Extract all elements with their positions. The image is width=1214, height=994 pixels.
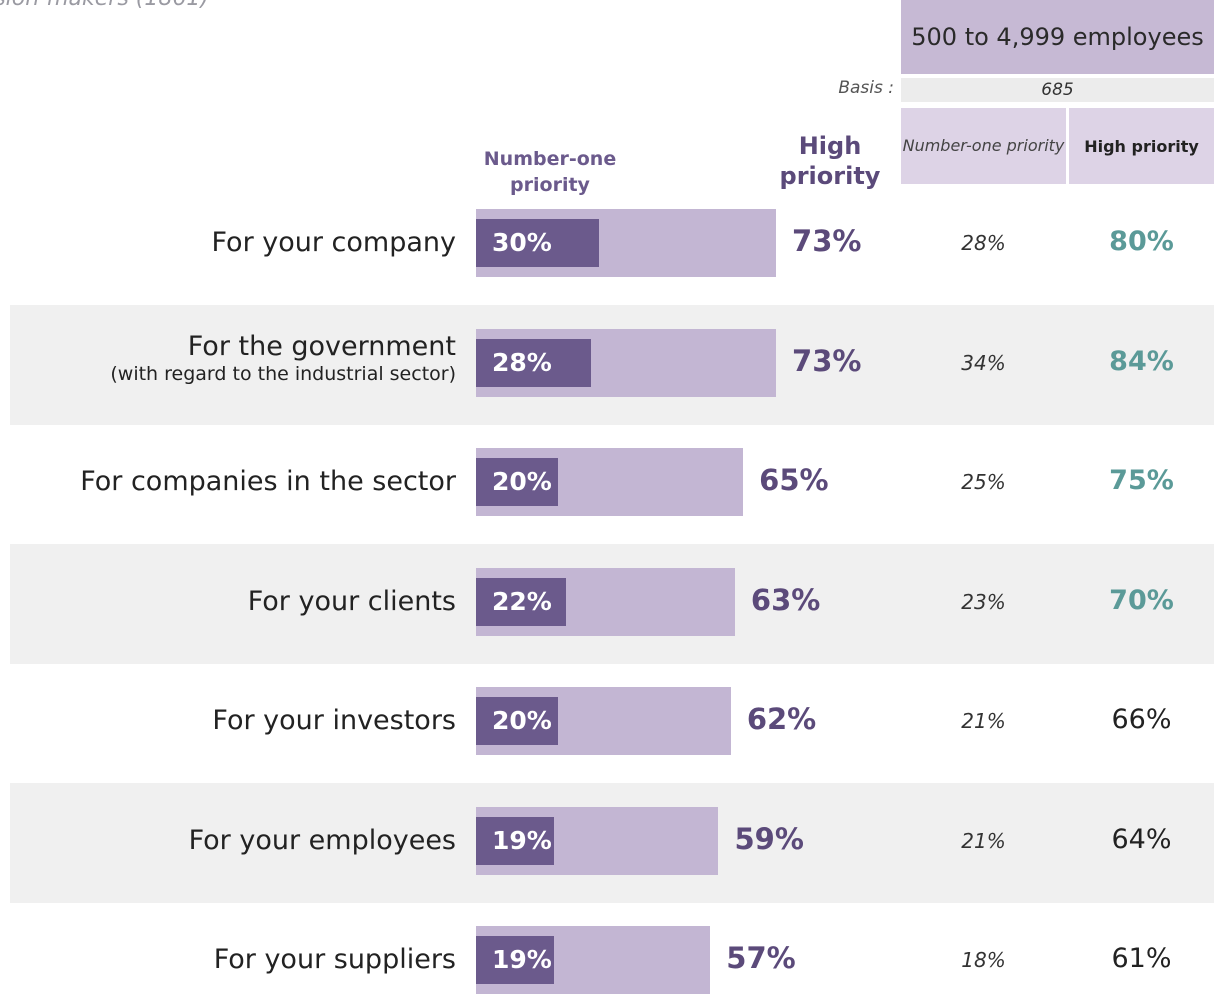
number-one-priority-bar: 20% [476,697,559,745]
basis-label: Basis : [838,78,894,98]
segment-number-one-value: 23% [961,589,1006,614]
category-sublabel: (with regard to the industrial sector) [110,362,456,385]
number-one-priority-bar: 22% [476,577,567,626]
segment-number-one-value: 34% [961,350,1006,375]
number-one-priority-header: Number-one priority [483,148,617,196]
segment-high-priority-value: 70% [1109,584,1174,616]
segment-number-one-value: 21% [961,709,1006,733]
high-priority-value: 59% [734,821,804,856]
high-priority-value: 63% [750,582,821,617]
segment-col-high-priority-header: High priority [1069,108,1214,184]
high-priority-value: 73% [792,343,862,378]
segment-header: 500 to 4,999 employees [901,0,1214,74]
segment-col-number-one-header: Number-one priority [901,108,1066,184]
category-label-text: For your company [211,227,456,258]
number-one-priority-bar: 19% [476,936,555,984]
segment-high-priority-value: 80% [1109,226,1174,257]
segment-number-one-value: 21% [961,828,1006,853]
category-label-text: For the government [187,330,456,362]
category-label-text: For companies in the sector [80,466,456,497]
segment-high-priority-value: 61% [1111,943,1172,974]
category-label: For the government (with regard to the in… [110,331,456,385]
category-label: For your clients [248,586,456,618]
high-priority-header: High priority [779,132,881,190]
category-label-text: For your clients [247,585,456,617]
number-one-priority-bar: 20% [476,458,559,506]
category-label-text: For your employees [188,824,456,856]
segment-number-one-value: 18% [961,948,1006,972]
high-priority-value: 73% [792,224,862,258]
high-priority-value: 65% [759,463,829,497]
segment-high-priority-value: 66% [1111,704,1172,735]
category-label: For your company [211,227,456,259]
high-priority-value: 57% [726,941,796,975]
segment-high-priority-value: 75% [1109,465,1174,496]
category-label: For your employees [189,825,456,857]
number-one-priority-bar: 30% [476,219,600,267]
number-one-priority-bar: 28% [476,338,592,387]
chart-subtitle: cision-makers (1861) [0,0,209,11]
category-label: For your investors [212,705,456,737]
high-priority-value: 62% [746,702,817,736]
category-label: For your suppliers [214,944,456,976]
category-label: For companies in the sector [80,466,456,498]
number-one-priority-bar: 19% [476,816,555,865]
segment-high-priority-value: 84% [1109,345,1174,377]
segment-high-priority-value: 64% [1111,823,1172,855]
category-label-text: For your investors [212,705,456,736]
basis-value: 685 [901,78,1214,102]
segment-number-one-value: 28% [961,231,1006,255]
category-label-text: For your suppliers [213,944,456,975]
segment-number-one-value: 25% [961,470,1006,494]
